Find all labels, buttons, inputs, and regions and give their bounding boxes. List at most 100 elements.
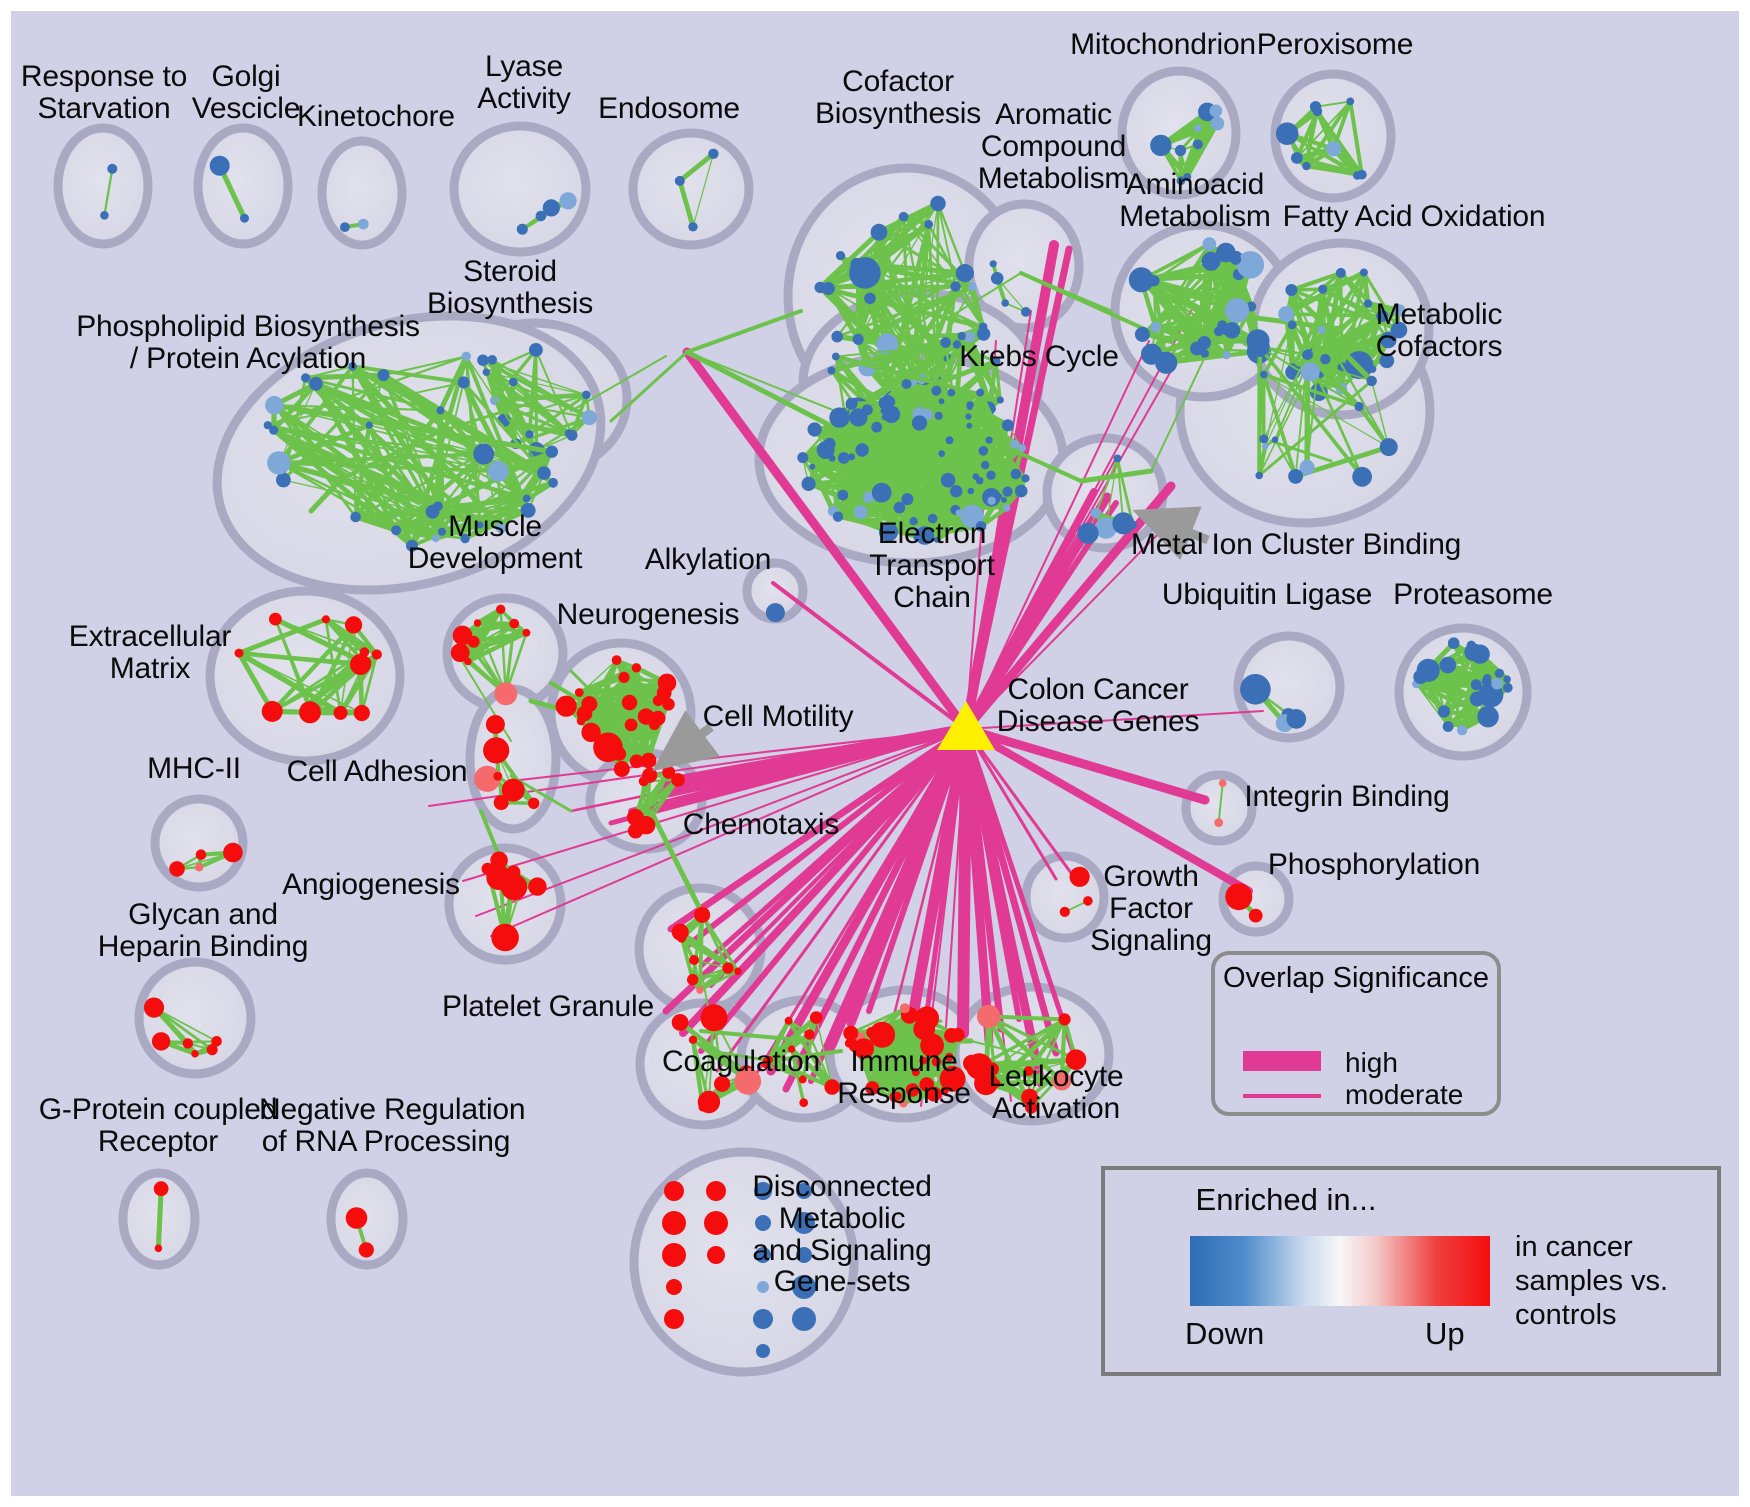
gene-set-node[interactable] <box>1494 668 1505 678</box>
gene-set-node[interactable] <box>517 879 527 889</box>
gene-set-node[interactable] <box>1150 134 1172 157</box>
gene-set-node[interactable] <box>919 1077 934 1092</box>
gene-set-node[interactable] <box>855 443 869 457</box>
gene-set-node[interactable] <box>1482 674 1492 683</box>
gene-set-node[interactable] <box>107 163 118 174</box>
gene-set-node[interactable] <box>966 401 974 409</box>
gene-set-node[interactable] <box>494 682 518 706</box>
gene-set-node[interactable] <box>824 1079 840 1095</box>
gene-set-node[interactable] <box>757 1281 769 1293</box>
gene-set-node[interactable] <box>1240 674 1271 705</box>
gene-set-node[interactable] <box>807 422 822 437</box>
gene-set-node[interactable] <box>832 511 844 522</box>
gene-set-node[interactable] <box>1285 284 1298 296</box>
gene-set-node[interactable] <box>938 398 945 405</box>
gene-set-node[interactable] <box>1302 161 1311 171</box>
gene-set-node[interactable] <box>1001 299 1009 307</box>
gene-set-node[interactable] <box>1141 343 1163 365</box>
gene-set-node[interactable] <box>1021 1088 1038 1106</box>
gene-set-node[interactable] <box>696 986 704 994</box>
gene-set-node[interactable] <box>853 505 868 519</box>
gene-set-node[interactable] <box>796 1247 812 1263</box>
gene-set-node[interactable] <box>871 421 883 433</box>
gene-set-node[interactable] <box>1201 251 1221 271</box>
gene-set-node[interactable] <box>914 1026 924 1035</box>
gene-set-node[interactable] <box>734 967 742 975</box>
gene-set-node[interactable] <box>755 1247 771 1263</box>
gene-set-node[interactable] <box>671 1014 689 1031</box>
gene-set-node[interactable] <box>870 223 888 241</box>
gene-set-node[interactable] <box>1380 331 1397 349</box>
gene-set-node[interactable] <box>1021 474 1030 483</box>
gene-set-node[interactable] <box>889 1091 901 1103</box>
gene-set-node[interactable] <box>915 1006 939 1031</box>
gene-set-node[interactable] <box>522 628 531 637</box>
gene-set-node[interactable] <box>940 337 951 348</box>
gene-set-node[interactable] <box>371 649 382 660</box>
gene-set-node[interactable] <box>754 1182 772 1200</box>
gene-set-node[interactable] <box>1325 141 1342 157</box>
gene-set-node[interactable] <box>901 493 914 506</box>
gene-set-node[interactable] <box>581 390 591 400</box>
gene-set-node[interactable] <box>950 485 963 498</box>
gene-set-node[interactable] <box>1477 706 1499 728</box>
gene-set-node[interactable] <box>801 476 816 491</box>
gene-set-node[interactable] <box>671 923 689 941</box>
gene-set-node[interactable] <box>1058 1013 1071 1026</box>
gene-set-node[interactable] <box>1287 320 1297 330</box>
gene-set-node[interactable] <box>871 482 892 503</box>
gene-set-node[interactable] <box>1320 354 1331 365</box>
gene-set-node[interactable] <box>1352 466 1372 487</box>
gene-set-node[interactable] <box>662 765 676 779</box>
gene-set-node[interactable] <box>267 451 291 475</box>
gene-set-node[interactable] <box>978 446 989 456</box>
gene-set-node[interactable] <box>899 1003 910 1014</box>
gene-set-node[interactable] <box>845 397 858 410</box>
gene-set-node[interactable] <box>345 1207 368 1229</box>
gene-set-node[interactable] <box>509 377 518 387</box>
gene-set-node[interactable] <box>613 761 630 777</box>
gene-set-node[interactable] <box>461 351 471 361</box>
gene-set-node[interactable] <box>240 213 249 223</box>
gene-set-node[interactable] <box>981 460 990 470</box>
gene-set-node[interactable] <box>991 356 1001 366</box>
gene-set-node[interactable] <box>797 452 809 464</box>
gene-set-node[interactable] <box>493 795 509 811</box>
gene-set-node[interactable] <box>798 1075 807 1084</box>
gene-set-node[interactable] <box>1456 725 1468 736</box>
gene-set-node[interactable] <box>477 354 489 366</box>
gene-set-node[interactable] <box>968 282 977 292</box>
gene-set-node[interactable] <box>930 195 946 212</box>
gene-set-node[interactable] <box>1021 307 1031 317</box>
gene-set-node[interactable] <box>359 647 370 657</box>
gene-set-node[interactable] <box>989 260 997 268</box>
hub-node-colon-cancer-disease-genes[interactable] <box>937 701 995 750</box>
gene-set-node[interactable] <box>881 394 893 405</box>
gene-set-node[interactable] <box>963 1054 981 1072</box>
gene-set-node[interactable] <box>1503 675 1511 683</box>
gene-set-node[interactable] <box>977 1004 1001 1028</box>
gene-set-node[interactable] <box>1001 496 1007 503</box>
gene-set-node[interactable] <box>1356 169 1367 180</box>
gene-set-node[interactable] <box>662 1211 686 1235</box>
gene-set-node[interactable] <box>626 808 644 826</box>
gene-set-node[interactable] <box>1428 661 1438 672</box>
gene-set-node[interactable] <box>876 333 899 356</box>
gene-set-node[interactable] <box>829 407 850 428</box>
gene-set-node[interactable] <box>1083 896 1093 906</box>
gene-set-node[interactable] <box>1183 173 1192 181</box>
gene-set-node[interactable] <box>671 773 685 787</box>
gene-set-node[interactable] <box>878 522 899 542</box>
gene-set-node[interactable] <box>309 376 323 391</box>
gene-set-node[interactable] <box>194 863 204 872</box>
gene-set-node[interactable] <box>308 707 318 717</box>
gene-set-node[interactable] <box>1346 97 1355 106</box>
gene-set-node[interactable] <box>1437 705 1451 718</box>
gene-set-node[interactable] <box>898 211 909 222</box>
gene-set-node[interactable] <box>491 923 519 952</box>
gene-set-node[interactable] <box>1466 640 1477 650</box>
gene-set-node[interactable] <box>1077 522 1099 544</box>
gene-set-node[interactable] <box>566 429 578 441</box>
gene-set-node[interactable] <box>406 539 418 552</box>
gene-set-node[interactable] <box>234 648 244 658</box>
